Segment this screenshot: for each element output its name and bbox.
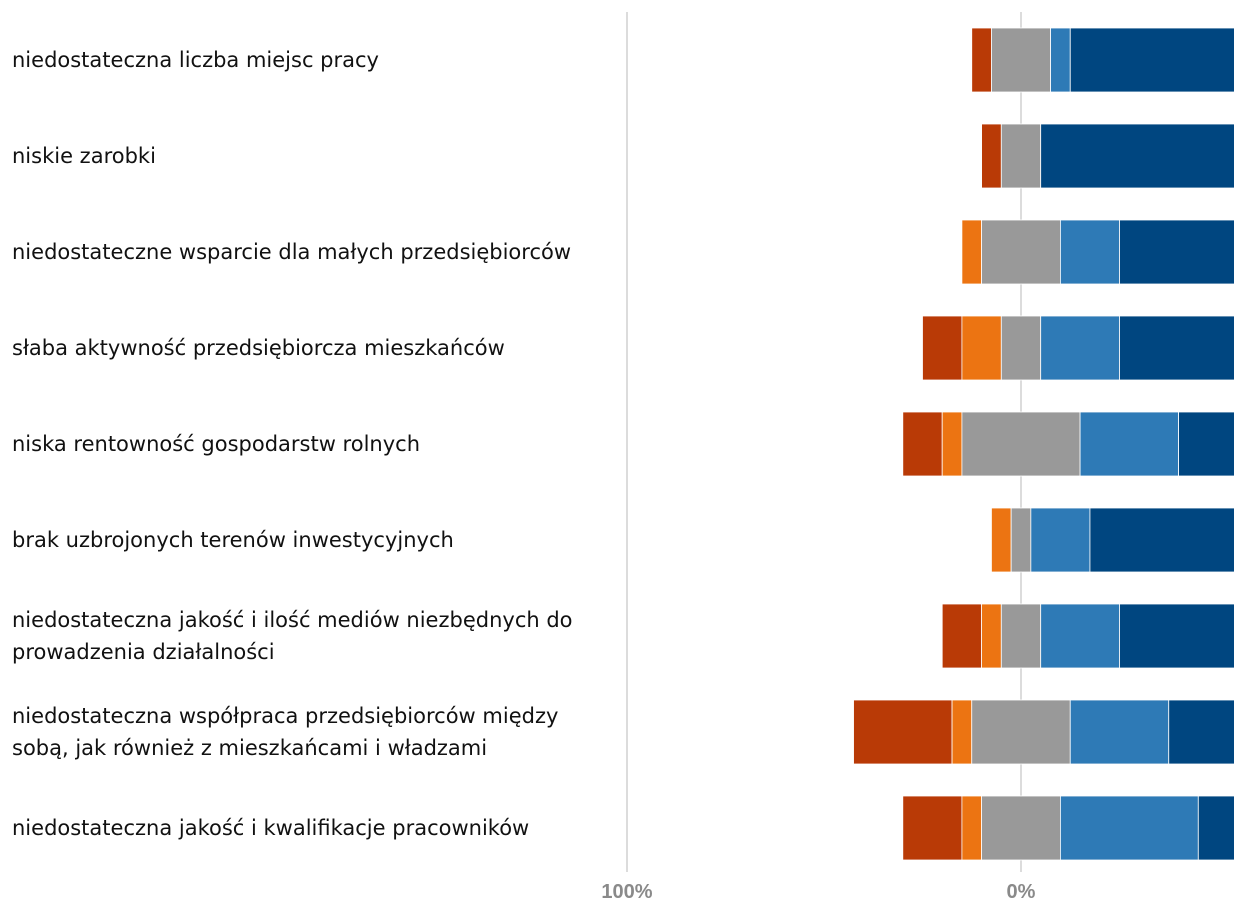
bar-segment bbox=[961, 795, 983, 861]
category-label: niedostateczna jakość i kwalifikacje pra… bbox=[12, 816, 529, 840]
bar-segment bbox=[961, 219, 983, 285]
bar-segment bbox=[1079, 411, 1179, 477]
bar-segment bbox=[991, 507, 1012, 573]
bar-segment bbox=[991, 27, 1051, 93]
bar-segment bbox=[951, 699, 973, 765]
bar-segment bbox=[941, 411, 963, 477]
bar-segment bbox=[1069, 699, 1170, 765]
bar-segment bbox=[981, 123, 1002, 189]
bar-segment bbox=[1089, 507, 1234, 573]
category-label: niska rentowność gospodarstw rolnych bbox=[12, 432, 420, 456]
bar-segment bbox=[1040, 123, 1234, 189]
x-axis-tick-labels: 100% 0% bbox=[601, 881, 1035, 901]
bar-segment bbox=[1119, 219, 1234, 285]
category-label: słaba aktywność przedsiębiorcza mieszkań… bbox=[12, 336, 505, 360]
bar-segment bbox=[981, 219, 1061, 285]
bar-segment bbox=[1040, 315, 1120, 381]
category-label: brak uzbrojonych terenów inwestycyjnych bbox=[12, 528, 454, 552]
bar-segment bbox=[961, 315, 1002, 381]
bar-segment bbox=[1168, 699, 1234, 765]
category-label: niskie zarobki bbox=[12, 144, 156, 168]
bar-segment bbox=[1040, 603, 1120, 669]
bar-segment bbox=[1000, 603, 1042, 669]
bar-segment bbox=[1060, 219, 1120, 285]
bar-segment bbox=[1030, 507, 1091, 573]
category-labels: niedostateczna liczba miejsc pracy niskie… bbox=[12, 48, 573, 840]
bar-segment bbox=[1000, 315, 1042, 381]
bar-segment bbox=[1050, 27, 1071, 93]
bar-segment bbox=[1178, 411, 1234, 477]
bar-segment bbox=[853, 699, 953, 765]
bar-segment bbox=[981, 795, 1061, 861]
bar-segment bbox=[971, 699, 1071, 765]
category-label: sobą, jak również z mieszkańcami i władz… bbox=[12, 736, 487, 760]
bar-segment bbox=[941, 603, 983, 669]
x-tick-label: 0% bbox=[1007, 881, 1036, 901]
bar-segment bbox=[1060, 795, 1199, 861]
bar-segment bbox=[1197, 795, 1234, 861]
bar-segment bbox=[1119, 603, 1234, 669]
bar-segment bbox=[1069, 27, 1234, 93]
category-label: niedostateczne wsparcie dla małych przed… bbox=[12, 240, 571, 264]
category-label: niedostateczna współpraca przedsiębiorcó… bbox=[12, 704, 558, 728]
bar-segment bbox=[1010, 507, 1032, 573]
x-tick-label: 100% bbox=[601, 881, 652, 901]
bars bbox=[853, 27, 1234, 861]
bar-segment bbox=[971, 27, 992, 93]
bar-segment bbox=[1000, 123, 1042, 189]
bar-segment bbox=[981, 603, 1002, 669]
category-label: niedostateczna jakość i ilość mediów nie… bbox=[12, 608, 573, 632]
category-label: niedostateczna liczba miejsc pracy bbox=[12, 48, 379, 72]
bar-segment bbox=[902, 795, 963, 861]
bar-segment bbox=[961, 411, 1081, 477]
bar-segment bbox=[902, 411, 943, 477]
bar-segment bbox=[1119, 315, 1234, 381]
bar-segment bbox=[922, 315, 963, 381]
category-label: prowadzenia działalności bbox=[12, 640, 275, 664]
